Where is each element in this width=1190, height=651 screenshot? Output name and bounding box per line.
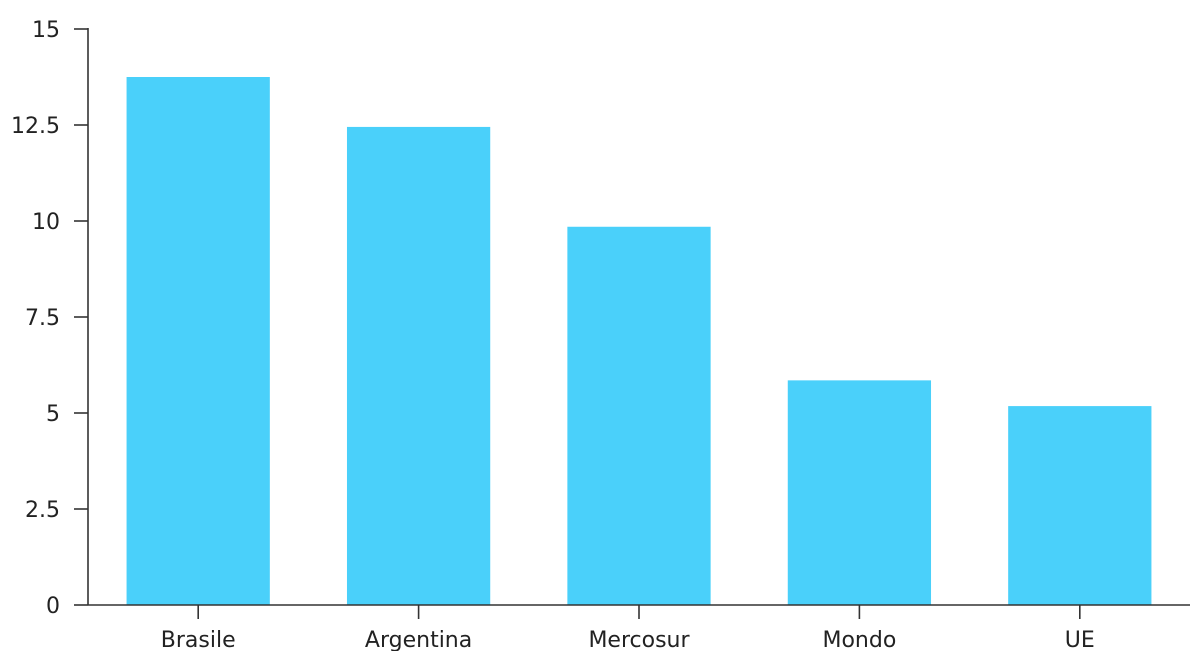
y-tick-label: 15 (32, 18, 60, 43)
y-tick-label: 2.5 (25, 498, 60, 523)
y-tick-label: 5 (46, 402, 60, 427)
bar-argentina (346, 126, 491, 606)
y-axis: 0 2.5 5 7.5 10 12.5 15 (11, 18, 89, 619)
x-tick-label-brasile: Brasile (161, 628, 236, 651)
x-axis: Brasile Argentina Mercosur Mondo UE (88, 604, 1190, 651)
bar-mercosur (567, 226, 711, 605)
bar-mondo (787, 380, 932, 605)
x-tick-label-ue: UE (1065, 628, 1095, 651)
bar-ue (1008, 406, 1152, 605)
x-tick-label-argentina: Argentina (365, 628, 472, 651)
y-tick-label: 12.5 (11, 114, 60, 139)
y-tick-label: 10 (32, 210, 60, 235)
bars-group (126, 77, 1152, 606)
y-tick-label: 0 (46, 594, 60, 619)
x-tick-label-mondo: Mondo (822, 628, 896, 651)
y-tick-label: 7.5 (25, 306, 60, 331)
x-tick-label-mercosur: Mercosur (588, 628, 690, 651)
bar-brasile (126, 77, 270, 605)
